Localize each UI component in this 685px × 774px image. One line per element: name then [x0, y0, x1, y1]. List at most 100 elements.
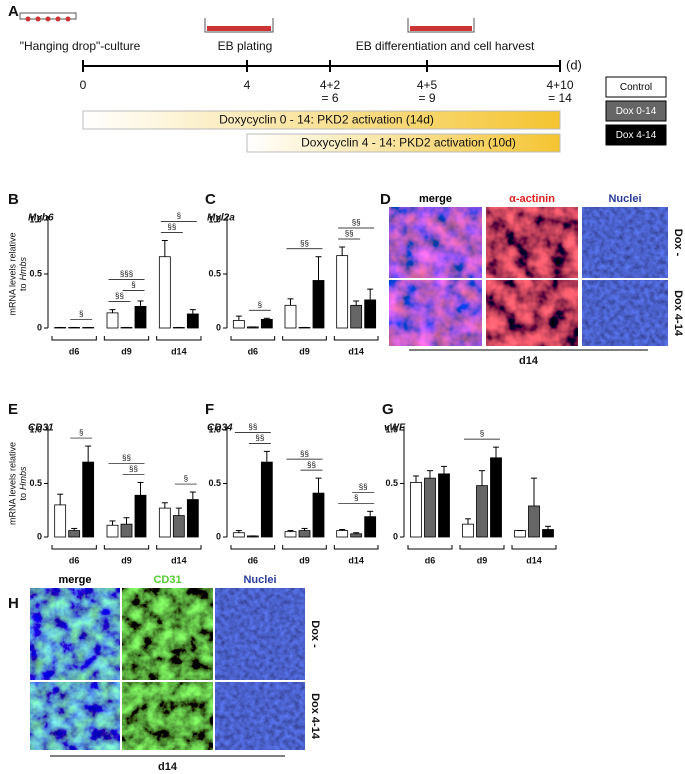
- x-tick-label: d9: [477, 555, 488, 565]
- y-tick-label: 0.5: [29, 478, 42, 488]
- micrograph: [122, 588, 213, 680]
- y-tick-label: 1.0: [385, 424, 398, 434]
- error-bar: [287, 298, 294, 306]
- condition-label: Dox 4-14: [309, 693, 321, 740]
- category-bracket: [333, 336, 379, 341]
- y-tick-label: 1.0: [208, 214, 221, 224]
- legend-label: Dox 0-14: [616, 106, 657, 117]
- error-bar: [109, 520, 116, 526]
- x-tick-label: d14: [171, 346, 187, 356]
- category-bracket: [156, 545, 202, 550]
- y-axis-label: mRNA levels relative: [7, 442, 17, 525]
- error-bar: [123, 517, 130, 525]
- bar: [476, 485, 488, 538]
- bar: [528, 505, 540, 538]
- x-tick-label: d9: [299, 555, 310, 565]
- chart-title: Myh6: [28, 213, 54, 224]
- error-bar: [287, 530, 294, 532]
- category-bracket: [51, 545, 97, 550]
- timeline-tick-label: = 6: [321, 91, 338, 105]
- y-axis-label-part: to: [18, 284, 28, 292]
- panel-letter: C: [205, 191, 216, 208]
- x-tick-label: d6: [425, 555, 436, 565]
- significance-label: §§: [300, 449, 309, 458]
- condition-label: Dox 4-14: [672, 290, 684, 337]
- category-bracket: [230, 545, 276, 550]
- bar: [68, 530, 81, 538]
- bar: [350, 304, 363, 329]
- bar: [298, 530, 311, 538]
- y-axis-label-gene: Hmbs: [18, 466, 28, 490]
- chart-title: CD34: [207, 423, 233, 434]
- error-bar: [353, 300, 360, 306]
- stage-label: "Hanging drop"-culture: [20, 39, 141, 53]
- footer-label: d14: [158, 761, 178, 773]
- bar: [364, 299, 377, 329]
- error-bar: [301, 527, 308, 531]
- significance-label: §: [480, 429, 484, 438]
- y-axis-label-part: to: [18, 493, 28, 501]
- micrograph: [389, 207, 482, 278]
- significance-label: §§§: [120, 270, 133, 279]
- panel-letter: D: [380, 191, 391, 208]
- micrograph: [122, 682, 213, 750]
- bar: [186, 499, 199, 538]
- significance-label: §: [184, 474, 188, 483]
- micrograph: [30, 588, 120, 680]
- y-tick-label: 0: [37, 322, 42, 332]
- y-tick-label: 0: [393, 531, 398, 541]
- error-bar: [85, 445, 92, 463]
- y-tick-label: 0.5: [208, 478, 221, 488]
- timeline-tick-label: 4: [244, 78, 251, 92]
- dish-icon: [19, 12, 77, 22]
- bar: [284, 531, 297, 538]
- bar: [158, 256, 171, 329]
- chart-title: Myl2a: [207, 213, 235, 224]
- y-axis-label: to Hmbs: [18, 466, 28, 501]
- channel-label: CD31: [153, 574, 181, 586]
- treatment-bar: [82, 110, 561, 130]
- y-tick-label: 1.0: [29, 214, 42, 224]
- bar: [260, 318, 273, 329]
- y-tick-label: 0.5: [208, 268, 221, 278]
- bar: [82, 461, 95, 538]
- legend-label: Control: [620, 82, 652, 93]
- micrograph: [30, 682, 120, 750]
- channel-label: Nuclei: [243, 574, 276, 586]
- significance-label: §: [79, 428, 83, 437]
- significance-label: §§: [129, 465, 138, 474]
- timeline-tick-label: 4+5: [417, 78, 438, 92]
- timeline-tick-label: 0: [80, 78, 87, 92]
- bar: [134, 305, 147, 329]
- stage-label: EB plating: [218, 39, 273, 53]
- significance-label: §§: [167, 223, 176, 232]
- error-bar: [545, 525, 551, 530]
- error-bar: [339, 246, 346, 256]
- error-bar: [71, 527, 78, 531]
- micrograph: [582, 207, 668, 278]
- timeline-tick-label: = 14: [548, 91, 572, 105]
- error-bar: [235, 315, 242, 321]
- bar: [284, 304, 297, 329]
- bar: [542, 529, 554, 538]
- bar: [106, 524, 119, 538]
- bar: [54, 504, 67, 538]
- error-bar: [531, 477, 537, 506]
- significance-label: §§: [307, 460, 316, 469]
- timeline-tick-label: 4+2: [320, 78, 341, 92]
- x-tick-label: d6: [69, 346, 80, 356]
- channel-label: merge: [58, 574, 91, 586]
- error-bar: [493, 446, 499, 458]
- micrograph: [486, 280, 578, 346]
- category-bracket: [230, 336, 276, 341]
- error-bar: [339, 529, 346, 531]
- significance-label: §: [131, 281, 135, 290]
- y-tick-label: 0: [216, 531, 221, 541]
- error-bar: [479, 470, 485, 486]
- x-tick-label: d9: [121, 346, 132, 356]
- channel-label: merge: [419, 193, 452, 205]
- y-tick-label: 0.5: [385, 478, 398, 488]
- x-tick-label: d9: [121, 555, 132, 565]
- x-tick-label: d14: [526, 555, 542, 565]
- bar: [424, 477, 436, 538]
